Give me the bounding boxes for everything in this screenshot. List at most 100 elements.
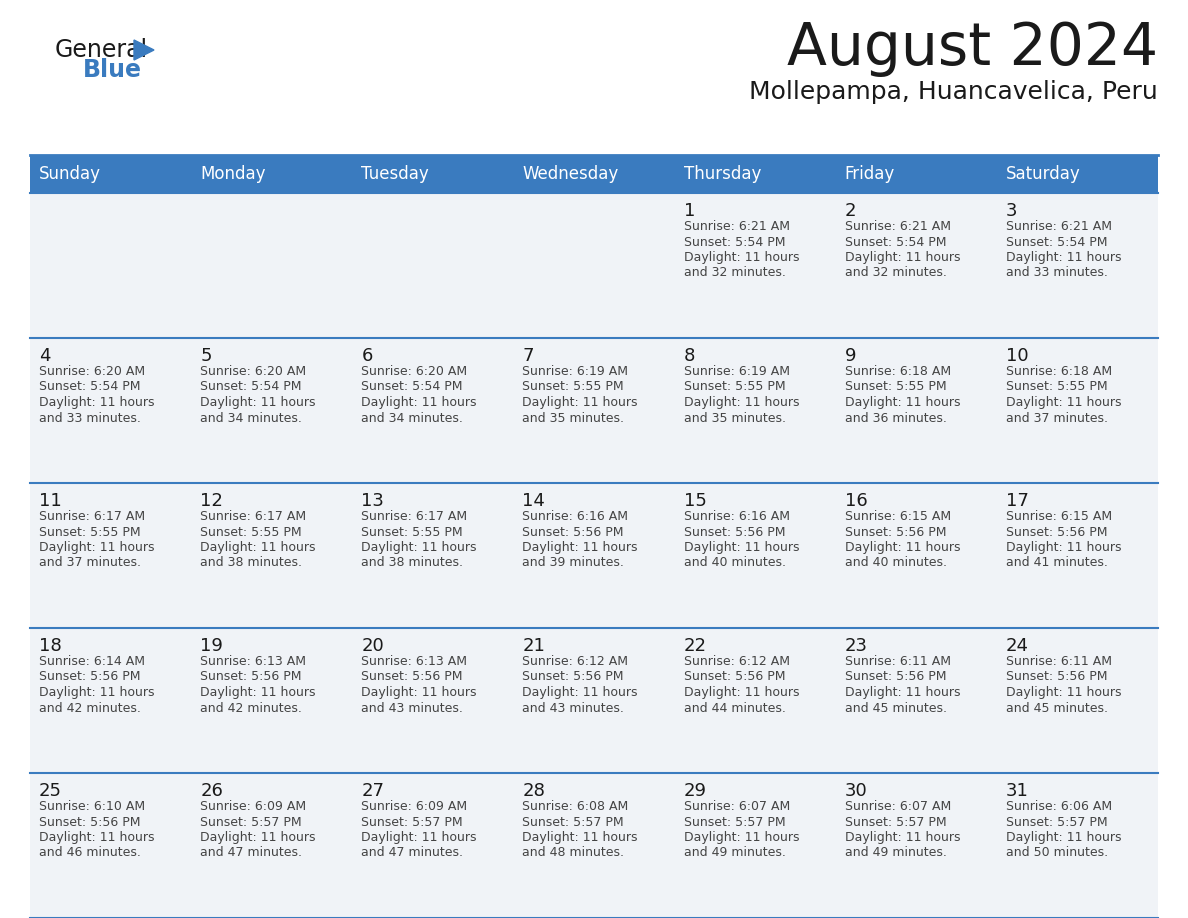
Text: and 35 minutes.: and 35 minutes. <box>523 411 625 424</box>
Text: Daylight: 11 hours: Daylight: 11 hours <box>845 396 960 409</box>
Text: 8: 8 <box>683 347 695 365</box>
Text: Daylight: 11 hours: Daylight: 11 hours <box>683 251 800 264</box>
Bar <box>835 155 997 193</box>
Text: Sunset: 5:56 PM: Sunset: 5:56 PM <box>683 525 785 539</box>
Text: and 32 minutes.: and 32 minutes. <box>683 266 785 279</box>
Text: 27: 27 <box>361 782 384 800</box>
Text: and 34 minutes.: and 34 minutes. <box>361 411 463 424</box>
Text: and 41 minutes.: and 41 minutes. <box>1006 556 1107 569</box>
Text: Sunset: 5:56 PM: Sunset: 5:56 PM <box>39 815 140 829</box>
Text: Sunrise: 6:07 AM: Sunrise: 6:07 AM <box>845 800 950 813</box>
Bar <box>997 193 1158 338</box>
Bar <box>997 483 1158 628</box>
Text: Sunset: 5:54 PM: Sunset: 5:54 PM <box>683 236 785 249</box>
Text: Tuesday: Tuesday <box>361 165 429 183</box>
Text: Sunrise: 6:07 AM: Sunrise: 6:07 AM <box>683 800 790 813</box>
Text: 14: 14 <box>523 492 545 510</box>
Text: 17: 17 <box>1006 492 1029 510</box>
Text: Daylight: 11 hours: Daylight: 11 hours <box>39 831 154 844</box>
Text: 31: 31 <box>1006 782 1029 800</box>
Text: and 35 minutes.: and 35 minutes. <box>683 411 785 424</box>
Bar <box>30 193 191 338</box>
Bar <box>675 155 835 193</box>
Text: Daylight: 11 hours: Daylight: 11 hours <box>1006 541 1121 554</box>
Text: 5: 5 <box>200 347 211 365</box>
Bar <box>30 628 191 773</box>
Text: Sunset: 5:55 PM: Sunset: 5:55 PM <box>39 525 140 539</box>
Bar <box>997 155 1158 193</box>
Text: and 42 minutes.: and 42 minutes. <box>39 701 141 714</box>
Bar <box>835 628 997 773</box>
Text: Daylight: 11 hours: Daylight: 11 hours <box>200 831 316 844</box>
Text: Daylight: 11 hours: Daylight: 11 hours <box>523 541 638 554</box>
Text: Daylight: 11 hours: Daylight: 11 hours <box>523 396 638 409</box>
Text: Sunset: 5:55 PM: Sunset: 5:55 PM <box>361 525 463 539</box>
Text: Daylight: 11 hours: Daylight: 11 hours <box>845 831 960 844</box>
Bar <box>513 155 675 193</box>
Text: Saturday: Saturday <box>1006 165 1081 183</box>
Bar <box>191 483 353 628</box>
Text: 22: 22 <box>683 637 707 655</box>
Text: and 37 minutes.: and 37 minutes. <box>39 556 141 569</box>
Text: and 37 minutes.: and 37 minutes. <box>1006 411 1108 424</box>
Text: 21: 21 <box>523 637 545 655</box>
Text: Sunset: 5:57 PM: Sunset: 5:57 PM <box>200 815 302 829</box>
Text: and 42 minutes.: and 42 minutes. <box>200 701 302 714</box>
Text: August 2024: August 2024 <box>786 20 1158 77</box>
Text: and 47 minutes.: and 47 minutes. <box>200 846 302 859</box>
Text: and 38 minutes.: and 38 minutes. <box>200 556 302 569</box>
Bar <box>191 628 353 773</box>
Bar <box>353 338 513 483</box>
Text: 26: 26 <box>200 782 223 800</box>
Text: and 40 minutes.: and 40 minutes. <box>683 556 785 569</box>
Text: Sunset: 5:56 PM: Sunset: 5:56 PM <box>683 670 785 684</box>
Text: Sunset: 5:54 PM: Sunset: 5:54 PM <box>39 380 140 394</box>
Text: Sunrise: 6:09 AM: Sunrise: 6:09 AM <box>361 800 467 813</box>
Text: Daylight: 11 hours: Daylight: 11 hours <box>683 831 800 844</box>
Bar <box>997 773 1158 918</box>
Text: 3: 3 <box>1006 202 1017 220</box>
Text: Sunset: 5:56 PM: Sunset: 5:56 PM <box>1006 525 1107 539</box>
Text: Monday: Monday <box>200 165 266 183</box>
Text: and 47 minutes.: and 47 minutes. <box>361 846 463 859</box>
Text: Sunset: 5:57 PM: Sunset: 5:57 PM <box>361 815 463 829</box>
Text: 28: 28 <box>523 782 545 800</box>
Text: Daylight: 11 hours: Daylight: 11 hours <box>1006 686 1121 699</box>
Text: Sunrise: 6:11 AM: Sunrise: 6:11 AM <box>1006 655 1112 668</box>
Text: Sunset: 5:56 PM: Sunset: 5:56 PM <box>39 670 140 684</box>
Bar <box>835 773 997 918</box>
Text: Thursday: Thursday <box>683 165 762 183</box>
Text: Sunrise: 6:17 AM: Sunrise: 6:17 AM <box>361 510 467 523</box>
Bar <box>353 628 513 773</box>
Text: Sunset: 5:54 PM: Sunset: 5:54 PM <box>200 380 302 394</box>
Text: Sunset: 5:56 PM: Sunset: 5:56 PM <box>845 670 946 684</box>
Text: Daylight: 11 hours: Daylight: 11 hours <box>361 541 476 554</box>
Text: and 49 minutes.: and 49 minutes. <box>683 846 785 859</box>
Text: and 40 minutes.: and 40 minutes. <box>845 556 947 569</box>
Text: 23: 23 <box>845 637 867 655</box>
Text: Sunset: 5:56 PM: Sunset: 5:56 PM <box>523 525 624 539</box>
Bar <box>835 193 997 338</box>
Text: Daylight: 11 hours: Daylight: 11 hours <box>523 686 638 699</box>
Text: Sunset: 5:57 PM: Sunset: 5:57 PM <box>845 815 947 829</box>
Bar <box>675 193 835 338</box>
Bar <box>513 483 675 628</box>
Text: Daylight: 11 hours: Daylight: 11 hours <box>361 396 476 409</box>
Text: Sunrise: 6:16 AM: Sunrise: 6:16 AM <box>683 510 790 523</box>
Bar <box>675 338 835 483</box>
Text: Friday: Friday <box>845 165 895 183</box>
Text: and 45 minutes.: and 45 minutes. <box>845 701 947 714</box>
Bar <box>30 155 191 193</box>
Bar <box>353 773 513 918</box>
Text: Sunrise: 6:14 AM: Sunrise: 6:14 AM <box>39 655 145 668</box>
Text: Sunrise: 6:20 AM: Sunrise: 6:20 AM <box>39 365 145 378</box>
Text: Sunrise: 6:16 AM: Sunrise: 6:16 AM <box>523 510 628 523</box>
Text: 19: 19 <box>200 637 223 655</box>
Text: Blue: Blue <box>83 58 143 82</box>
Text: Sunrise: 6:11 AM: Sunrise: 6:11 AM <box>845 655 950 668</box>
Bar <box>997 628 1158 773</box>
Text: Daylight: 11 hours: Daylight: 11 hours <box>39 686 154 699</box>
Bar <box>513 773 675 918</box>
Text: Sunset: 5:55 PM: Sunset: 5:55 PM <box>845 380 947 394</box>
Text: Daylight: 11 hours: Daylight: 11 hours <box>683 541 800 554</box>
